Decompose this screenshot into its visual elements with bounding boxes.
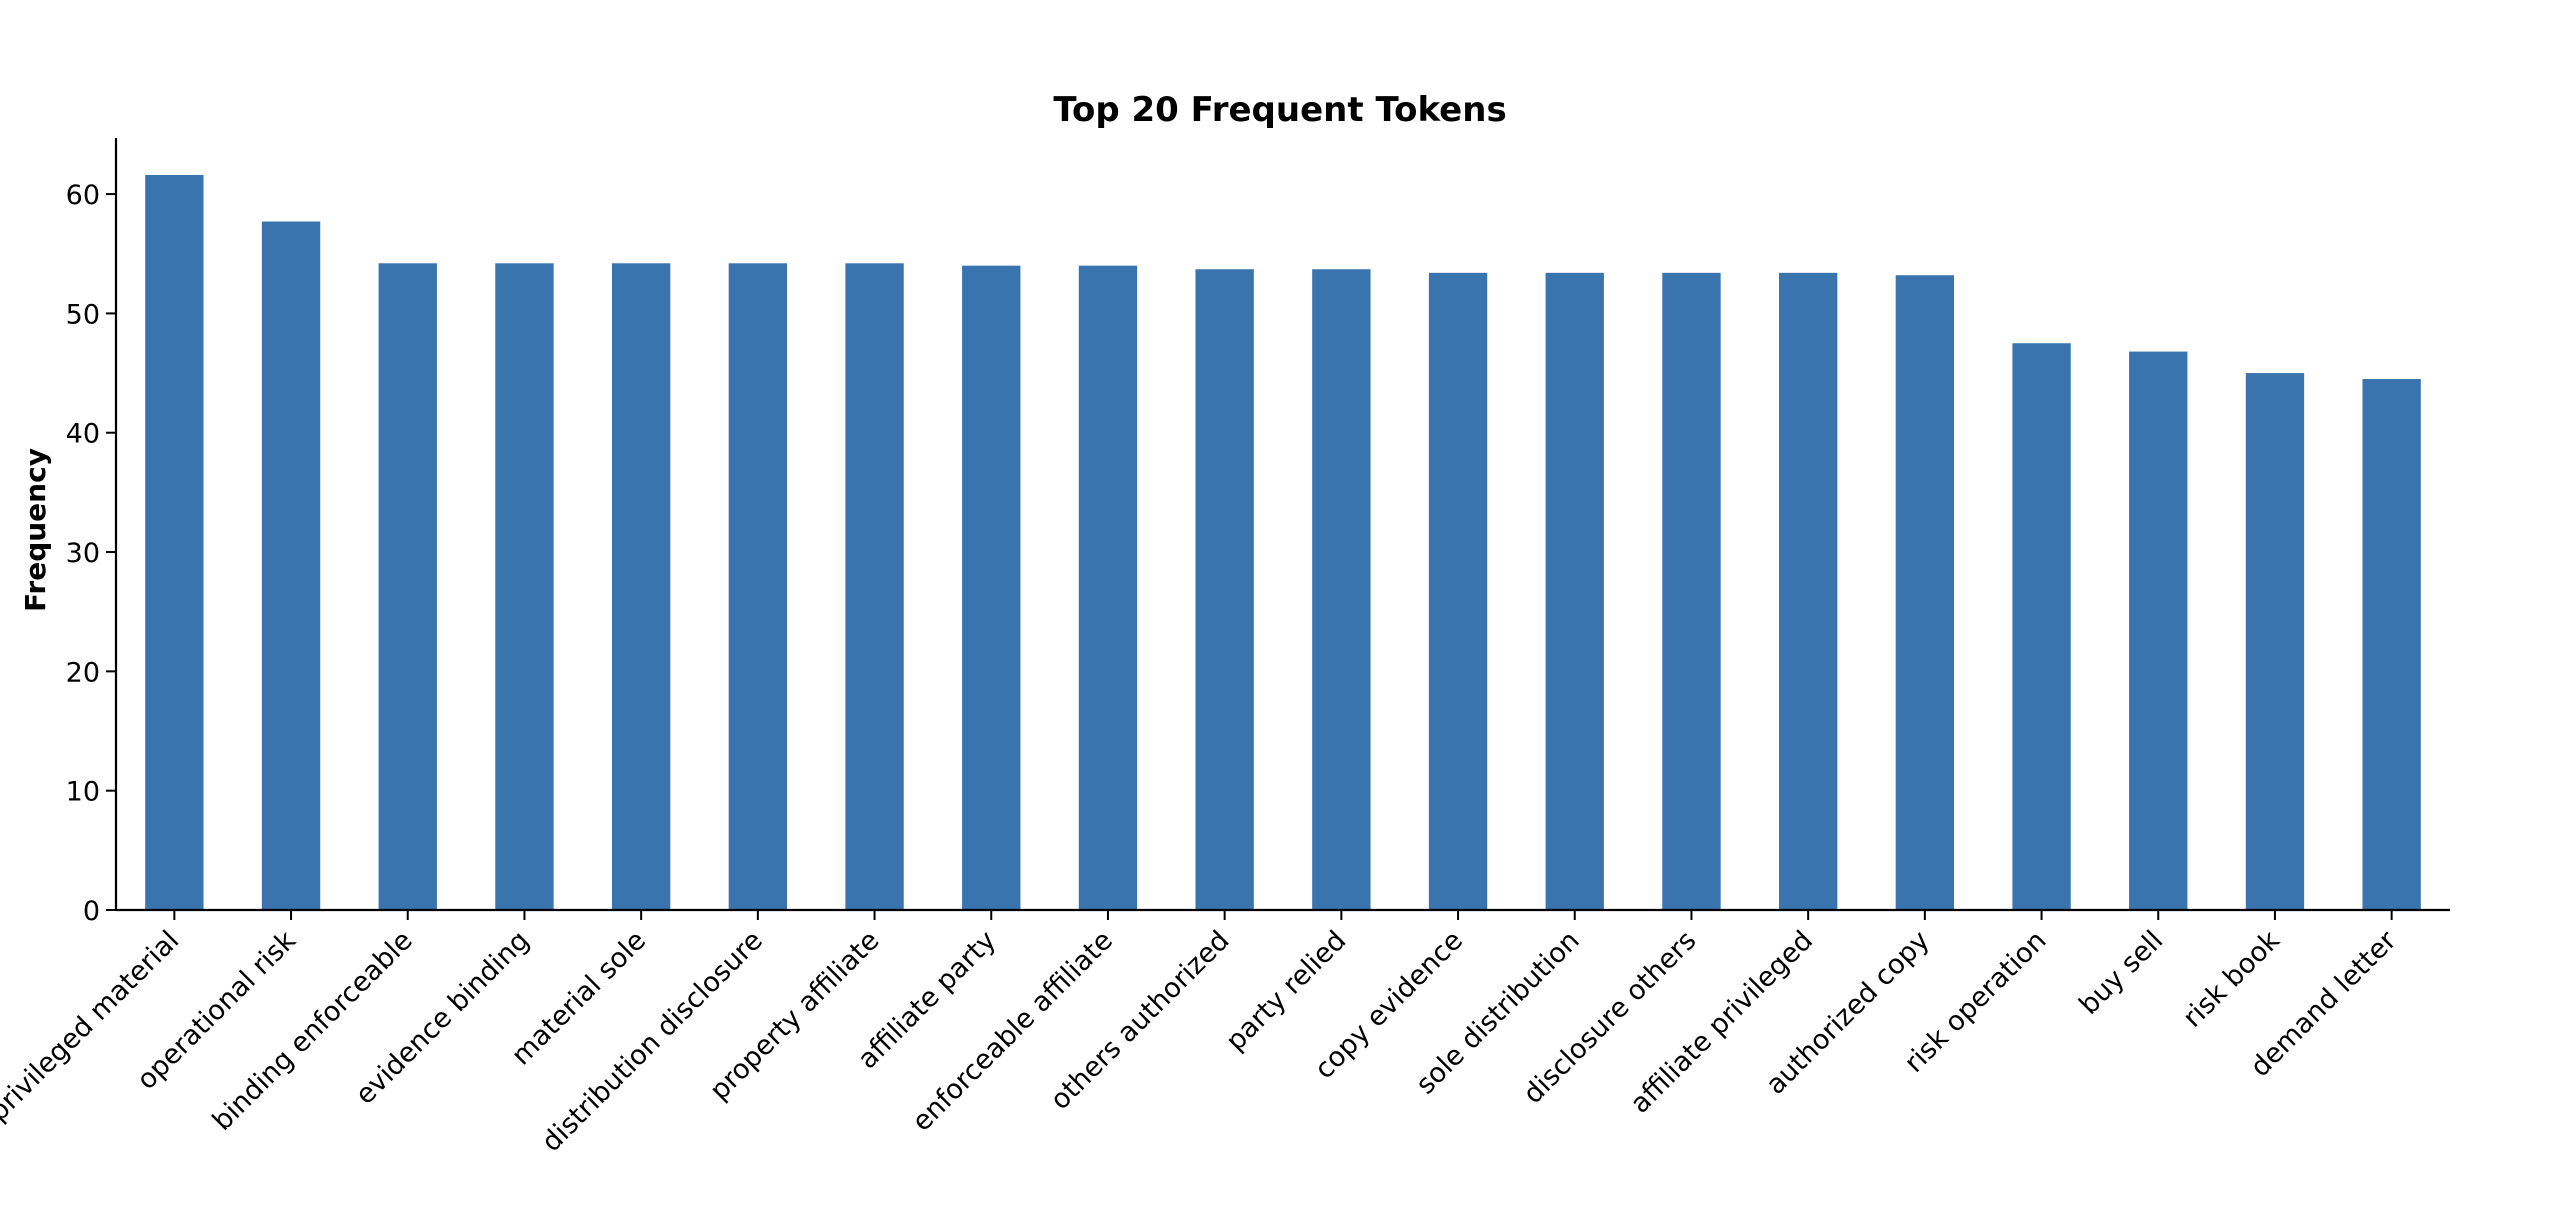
x-tick-label: party relied <box>1220 925 1352 1057</box>
bar <box>1545 272 1604 911</box>
x-tick-label: binding enforceable <box>207 925 419 1137</box>
y-axis-ticks: 0 10 20 30 40 50 60 <box>66 180 116 927</box>
bar <box>495 263 554 910</box>
bar <box>2362 379 2421 910</box>
y-axis-label: Frequency <box>19 448 52 612</box>
y-tick-label: 10 <box>66 777 100 808</box>
y-tick-label: 0 <box>83 896 100 927</box>
bar <box>2129 351 2188 911</box>
bar <box>611 263 671 910</box>
bar <box>962 265 1021 910</box>
bar <box>728 263 788 910</box>
bar <box>1778 272 1838 911</box>
bar <box>1662 272 1721 911</box>
bar <box>2012 343 2071 911</box>
chart-title: Top 20 Frequent Tokens <box>1053 90 1506 130</box>
y-tick-label: 60 <box>66 180 100 211</box>
x-tick-label: enforceable affiliate <box>906 925 1118 1137</box>
bar <box>845 263 904 910</box>
bar <box>378 263 437 910</box>
bar <box>261 221 321 910</box>
x-tick-label: privileged material <box>0 925 185 1128</box>
bar <box>1428 272 1488 911</box>
bars-layer <box>145 174 2421 911</box>
y-tick-label: 20 <box>66 657 100 688</box>
x-tick-label: buy sell <box>2073 925 2169 1021</box>
y-tick-label: 30 <box>66 538 100 569</box>
bar <box>1312 269 1371 910</box>
bar <box>1195 269 1254 910</box>
bar <box>145 174 204 911</box>
x-tick-label: distribution disclosure <box>536 925 769 1158</box>
bar <box>2245 373 2305 910</box>
y-tick-label: 50 <box>66 299 100 330</box>
x-tick-label: risk book <box>2177 925 2286 1034</box>
bar <box>1078 265 1138 910</box>
y-tick-label: 40 <box>66 419 100 450</box>
bar <box>1895 275 1955 911</box>
